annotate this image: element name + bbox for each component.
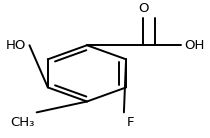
Text: HO: HO [6, 39, 26, 52]
Text: CH₃: CH₃ [10, 116, 35, 129]
Text: O: O [138, 2, 149, 14]
Text: OH: OH [184, 39, 205, 52]
Text: F: F [127, 116, 134, 129]
